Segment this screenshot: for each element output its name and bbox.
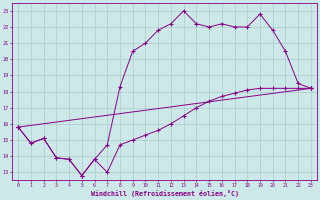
X-axis label: Windchill (Refroidissement éolien,°C): Windchill (Refroidissement éolien,°C) (91, 190, 238, 197)
